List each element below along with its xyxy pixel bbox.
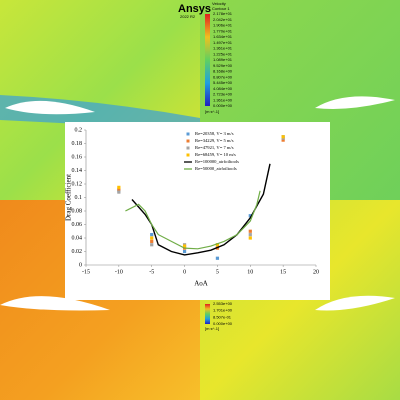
legend-label: Re=50000_airfoiltools (195, 166, 237, 171)
contour-title: Velocity (212, 1, 226, 6)
y-tick-label: 0.1 (75, 195, 83, 201)
colorbar-label: 1.361e+01 (213, 46, 233, 51)
x-tick-label: 15 (280, 269, 286, 275)
x-axis-label: AoA (194, 280, 208, 288)
y-tick-label: 0.12 (72, 181, 83, 187)
colorbar-label: 8.168e+00 (213, 69, 233, 74)
y-axis-label: Drag Coefficient (65, 174, 73, 221)
point (215, 243, 220, 247)
point (182, 244, 187, 248)
chart: 0 0.02 0.04 0.06 0.08 0.1 0.12 0.14 0.16 0.18 0.2 -… (65, 127, 319, 287)
legend-label: Re=34229, V= 5 m/s (195, 138, 234, 144)
colorbar-label: 1.634e+01 (213, 34, 233, 39)
point (182, 249, 187, 254)
point (117, 190, 121, 194)
colorbar-label: 1.770e+01 (213, 28, 233, 33)
legend-label: Re=100000_airfoiltools (195, 159, 239, 164)
colorbar (205, 14, 210, 106)
version: 2022 R2 (180, 14, 196, 19)
x-tick-label: 10 (247, 269, 253, 275)
point (248, 214, 252, 218)
x-tick-label: 20 (313, 269, 319, 275)
y-tick-label: 0.06 (72, 222, 83, 228)
colorbar-label: 5.445e+00 (213, 80, 233, 85)
airfoil (5, 100, 95, 115)
x-tick-label: 0 (183, 269, 186, 275)
colorbar-label: 6.807e+00 (213, 74, 233, 79)
legend-label: Re=20358, V= 3 m/s (195, 131, 234, 137)
airfoil (315, 96, 395, 109)
point (150, 236, 154, 240)
legend-label: Re=47921, V= 7 m/s (195, 145, 234, 151)
point (215, 256, 220, 260)
colorbar-label: 0.000e+00 (213, 321, 233, 326)
point (117, 187, 121, 191)
y-tick-label: 0.02 (72, 249, 83, 255)
y-tick-label: 0.18 (72, 141, 83, 147)
y-tick-label: 0.16 (72, 154, 83, 160)
colorbar-label: 9.529e+00 (213, 63, 233, 68)
point (248, 229, 252, 233)
point (281, 138, 285, 142)
y-tick-label: 0.08 (72, 208, 83, 214)
colorbar-label: 2.042e+01 (213, 17, 233, 22)
y-tick-label: 0 (79, 262, 82, 268)
point (248, 233, 252, 237)
chart-panel (65, 122, 330, 300)
y-tick-label: 0.2 (75, 127, 83, 133)
point (150, 239, 154, 243)
colorbar-label: 2.723e+00 (213, 92, 233, 97)
unit: [m s^-1] (205, 326, 219, 331)
colorbar-label: 1.089e+01 (213, 57, 233, 62)
legend-marker (186, 146, 190, 150)
point (150, 243, 154, 247)
y-tick-label: 0.14 (72, 168, 83, 174)
colorbar-label: 0.000e+00 (213, 103, 233, 108)
x-tick-label: -10 (115, 269, 123, 275)
legend-marker (186, 153, 190, 157)
colorbar (205, 304, 210, 324)
colorbar-label: 2.553e+00 (213, 301, 233, 306)
colorbar-label: 1.361e+00 (213, 97, 233, 102)
contour-name: Contour 1 (212, 6, 230, 11)
x-tick-label: 5 (216, 269, 219, 275)
legend-label: Re=68459, V= 10 m/s (195, 152, 236, 158)
point (150, 233, 154, 237)
colorbar-label: 8.507e-01 (213, 314, 232, 319)
legend-marker (186, 139, 190, 143)
airfoil (0, 296, 110, 311)
y-tick-label: 0.04 (72, 235, 83, 241)
x-tick-label: -5 (149, 269, 154, 275)
colorbar-label: 1.906e+01 (213, 23, 233, 28)
airfoil (315, 295, 395, 311)
colorbar-label: 1.701e+00 (213, 308, 233, 313)
line (125, 190, 261, 250)
brand: Ansys (178, 3, 211, 15)
point (248, 236, 252, 240)
colorbar-label: 1.497e+01 (213, 40, 233, 45)
point (117, 185, 121, 189)
point (281, 135, 285, 139)
unit: [m s^-1] (205, 109, 219, 114)
colorbar-label: 1.225e+01 (213, 51, 233, 56)
x-tick-label: -15 (82, 269, 90, 275)
colorbar-label: 4.084e+00 (213, 86, 233, 91)
colorbar-label: 2.178e+01 (213, 11, 233, 16)
legend-marker (186, 132, 190, 136)
